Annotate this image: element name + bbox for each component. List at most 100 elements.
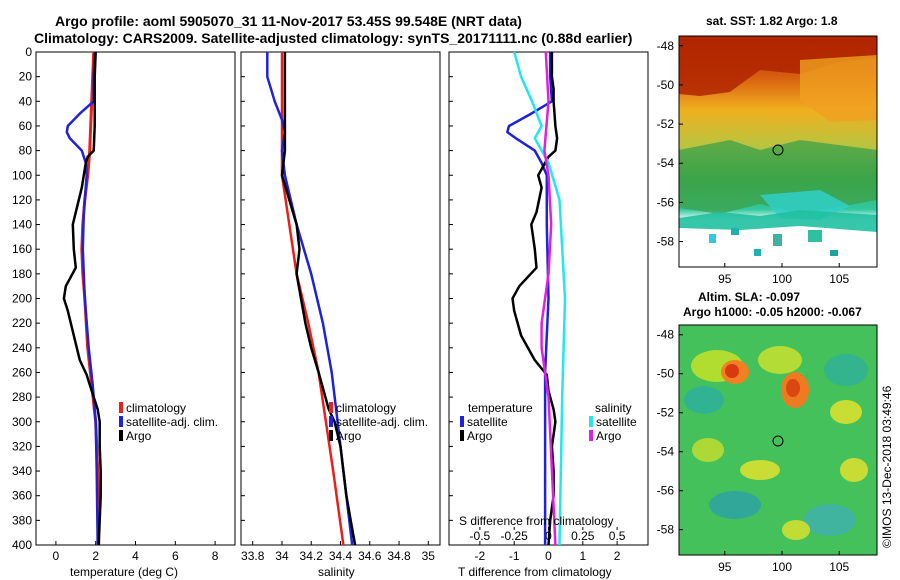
depth-tick-label: 0 (25, 45, 32, 59)
t-difference-axis-label: T difference from climatology (458, 565, 612, 579)
x-tick-label: 33.8 (241, 549, 265, 563)
sst-lat-axis: -48 -50 -52 -54 -56 -58 (657, 39, 683, 249)
s-difference-axis-label: S difference from climatology (459, 514, 614, 528)
lat-tick-label: -54 (657, 156, 675, 170)
depth-tick-label: 380 (12, 513, 32, 527)
depth-tick-label: 180 (12, 267, 32, 281)
lat-tick-label: -58 (657, 235, 675, 249)
salinity-series (266, 52, 357, 546)
temperature-plot-frame (35, 51, 236, 546)
s-tick-label: -0.25 (501, 529, 529, 543)
legend-satellite-label: satellite-adj. clim. (126, 415, 218, 429)
temperature-axis-label: temperature (deg C) (70, 565, 178, 579)
series-line-satellite-adj-clim- (65, 51, 99, 546)
legend-temp-argo-swatch (460, 430, 464, 441)
sla-map-frame (678, 324, 878, 556)
depth-tick-label: 400 (12, 538, 32, 552)
sst-lon-axis: 95 100 105 (718, 263, 850, 286)
depth-tick-label: 260 (12, 365, 32, 379)
legend-satellite-swatch (119, 416, 123, 427)
title-line-1: Argo profile: aoml 5905070_31 11-Nov-201… (55, 13, 522, 29)
legend-salinity-title: salinity (595, 401, 632, 415)
legend-climatology-swatch (119, 402, 123, 413)
temperature-legend: climatology satellite-adj. clim. Argo (119, 401, 218, 443)
imos-credit: ©IMOS 13-Dec-2018 03:49:46 (880, 385, 894, 548)
temperature-panel: 0204060801001201401601802002202402602803… (12, 45, 236, 579)
title-line-2: Climatology: CARS2009. Satellite-adjuste… (34, 30, 632, 46)
x-tick-label: 6 (172, 549, 179, 563)
series-line-argo-temperature (511, 52, 559, 546)
legend-satellite-label: satellite-adj. clim. (336, 415, 428, 429)
depth-tick-label: 240 (12, 341, 32, 355)
legend-climatology-label: climatology (336, 401, 396, 415)
salinity-legend: climatology satellite-adj. clim. Argo (329, 401, 428, 443)
x-tick-label: 8 (212, 549, 219, 563)
s-tick-label: 0.5 (609, 529, 626, 543)
sla-map-panel: Altim. SLA: -0.097 Argo h1000: -0.05 h20… (657, 290, 878, 574)
x-tick-label: -2 (475, 549, 486, 563)
x-tick-label: 2 (92, 549, 99, 563)
legend-temp-satellite-swatch (460, 416, 464, 427)
lon-tick-label: 105 (829, 272, 849, 286)
lon-tick-label: 105 (829, 560, 849, 574)
sst-map-image (679, 36, 877, 267)
legend-argo-swatch (329, 430, 333, 441)
sla-map-image (679, 325, 877, 555)
sst-map-panel: sat. SST: 1.82 Argo: 1.8 -48 -50 -52 -54 -56… (657, 14, 878, 286)
temperature-x-axis: 0 2 4 6 8 (53, 541, 219, 563)
legend-sal-argo-swatch (589, 430, 593, 441)
salinity-panel: 33.8 34 34.2 34.4 34.6 34.8 35 salinity climat… (240, 51, 441, 579)
lat-tick-label: -50 (657, 367, 675, 381)
lat-tick-label: -48 (657, 328, 675, 342)
depth-tick-label: 220 (12, 316, 32, 330)
legend-sal-argo-label: Argo (596, 429, 622, 443)
depth-tick-label: 200 (12, 292, 32, 306)
sla-lon-axis: 95 100 105 (718, 551, 850, 574)
legend-temp-argo-label: Argo (467, 429, 493, 443)
series-line-satellite-salinity (512, 51, 567, 546)
depth-tick-label: 300 (12, 415, 32, 429)
x-tick-label: 0 (545, 549, 552, 563)
difference-legend: temperature satellite Argo salinity sate… (460, 401, 637, 443)
depth-tick-label: 20 (19, 70, 33, 84)
depth-tick-label: 100 (12, 168, 32, 182)
x-tick-label: 34.8 (387, 549, 411, 563)
lon-tick-label: 95 (718, 272, 732, 286)
lat-tick-label: -58 (657, 523, 675, 537)
lat-tick-label: -48 (657, 39, 675, 53)
legend-temperature-title: temperature (468, 401, 533, 415)
salinity-axis-label: salinity (318, 565, 355, 579)
x-tick-label: 34.2 (300, 549, 324, 563)
difference-series (506, 51, 567, 546)
x-tick-label: 2 (614, 549, 621, 563)
x-tick-label: -1 (509, 549, 520, 563)
lat-tick-label: -52 (657, 406, 675, 420)
depth-tick-label: 140 (12, 218, 32, 232)
lat-tick-label: -50 (657, 78, 675, 92)
difference-panel: -2 -1 0 1 2 -0.5 -0.25 0 0.25 0.5 T difference f… (448, 51, 649, 579)
lon-tick-label: 100 (772, 272, 792, 286)
temperature-series (62, 51, 102, 546)
argo-location-marker (772, 435, 784, 447)
lat-tick-label: -56 (657, 484, 675, 498)
x-tick-label: 4 (132, 549, 139, 563)
legend-climatology-swatch (329, 402, 333, 413)
sla-map-title-1: Altim. SLA: -0.097 (698, 290, 800, 304)
depth-axis-salinity (241, 51, 245, 546)
lat-tick-label: -54 (657, 445, 675, 459)
legend-argo-label: Argo (336, 429, 362, 443)
sla-map-title-2: Argo h1000: -0.05 h2000: -0.067 (683, 305, 862, 319)
depth-axis-temperature: 0 20 40 60 80 100 120 140 160 180 200 220 240 260 280 3… (12, 45, 40, 552)
series-line-satellite-adj-clim- (266, 52, 354, 546)
depth-axis-difference (449, 51, 453, 546)
depth-tick-label: 340 (12, 464, 32, 478)
s-tick-label: -0.5 (470, 529, 491, 543)
legend-argo-swatch (119, 430, 123, 441)
lon-tick-label: 95 (718, 560, 732, 574)
lon-tick-label: 100 (772, 560, 792, 574)
depth-tick-label: 120 (12, 193, 32, 207)
depth-tick-label: 160 (12, 242, 32, 256)
sla-lat-axis: -48 -50 -52 -54 -56 -58 (657, 328, 683, 537)
sst-map-frame (678, 35, 878, 268)
